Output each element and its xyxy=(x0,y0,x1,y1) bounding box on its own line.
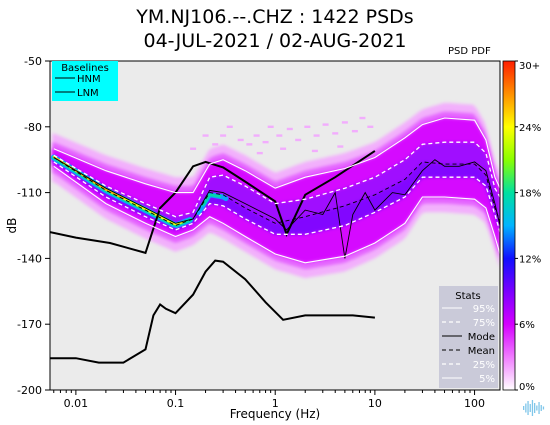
x-tick-label: 1 xyxy=(272,397,279,410)
y-tick-label: -110 xyxy=(17,187,42,200)
colorbar-tick-label: 24% xyxy=(519,123,541,134)
series-hnm-line xyxy=(50,150,376,255)
x-tick-label: 100 xyxy=(464,397,485,410)
y-tick-label: -140 xyxy=(17,252,42,265)
colorbar-scale xyxy=(502,60,516,391)
stats-legend-entry: 25% xyxy=(473,360,495,371)
series-25pct-line xyxy=(53,161,500,235)
y-tick-label: -170 xyxy=(17,318,42,331)
y-tick-label: -200 xyxy=(17,384,42,397)
colorbar: 30+ 24% 18% 12% 6% 0% xyxy=(502,60,541,393)
baselines-legend-entry: LNM xyxy=(77,88,99,99)
stats-legend: Stats 95% 75% Mode Mean 25% 5% xyxy=(439,286,498,388)
x-axis-label: Frequency (Hz) xyxy=(230,407,321,421)
waveform-logo-icon xyxy=(523,400,545,416)
chart-title: YM.NJ106.--.CHZ : 1422 PSDs xyxy=(136,6,414,28)
colorbar-tick-label: 18% xyxy=(519,189,541,200)
stats-legend-title: Stats xyxy=(455,291,481,302)
chart-subtitle: 04-JUL-2021 / 02-AUG-2021 xyxy=(143,30,407,52)
y-tick-label: -50 xyxy=(24,55,42,68)
baselines-legend-title: Baselines xyxy=(61,63,109,74)
y-axis-label: dB xyxy=(5,218,19,234)
series-lines xyxy=(50,117,500,364)
baselines-legend-box xyxy=(52,61,118,101)
stats-legend-entry: 5% xyxy=(479,374,495,385)
colorbar-label: PSD PDF xyxy=(448,46,491,57)
stats-legend-box xyxy=(439,286,498,388)
axes: -50 -80 -110 -140 -170 -200 0.01 0.1 1 10 100 Frequ… xyxy=(5,55,485,421)
series-75pct-line xyxy=(53,141,500,218)
x-tick-label: 0.1 xyxy=(167,397,185,410)
colorbar-tick-label: 6% xyxy=(519,320,535,331)
series-95pct-line xyxy=(53,117,500,194)
series-5pct-line xyxy=(53,165,500,264)
stats-legend-entry: 95% xyxy=(473,304,495,315)
x-tick-label: 0.01 xyxy=(64,397,89,410)
y-tick-label: -80 xyxy=(24,121,42,134)
series-lnm-line xyxy=(50,259,375,364)
stats-legend-entry: Mode xyxy=(468,332,495,343)
colorbar-tick-label: 30+ xyxy=(519,61,540,72)
baselines-legend-entry: HNM xyxy=(77,74,101,85)
stats-legend-entry: 75% xyxy=(473,318,495,329)
colorbar-tick-label: 0% xyxy=(519,382,535,393)
colorbar-tick-label: 12% xyxy=(519,254,541,265)
series-mean-line xyxy=(53,157,500,226)
stats-legend-entry: Mean xyxy=(468,346,495,357)
x-tick-label: 10 xyxy=(368,397,382,410)
